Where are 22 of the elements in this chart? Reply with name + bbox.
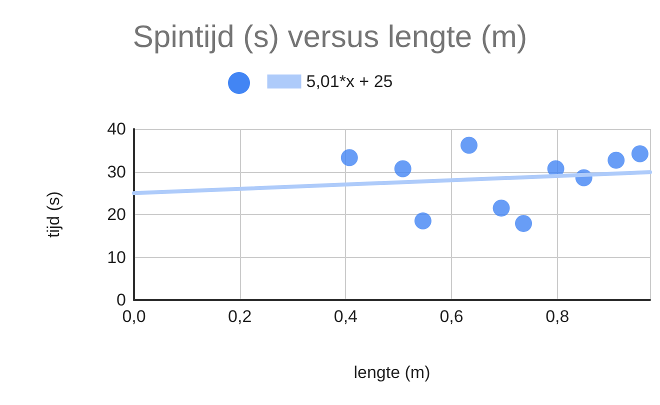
- x-tick-label: 0,8: [546, 307, 570, 326]
- point: [608, 152, 625, 169]
- x-tick-label: 0,0: [122, 307, 146, 326]
- x-tick-label: 0,6: [440, 307, 464, 326]
- y-tick-label: 20: [107, 205, 126, 224]
- x-tick-label: 0,4: [334, 307, 358, 326]
- y-tick-label: 0: [116, 290, 126, 310]
- chart-title: Spintijd (s) versus lengte (m): [132, 19, 528, 54]
- point: [394, 160, 412, 178]
- y-tick-label: 10: [107, 248, 126, 267]
- point: [340, 149, 358, 166]
- point: [515, 214, 532, 232]
- point: [492, 200, 510, 217]
- x-tick-label: 0,2: [228, 307, 252, 326]
- legend-label: 5,01*x + 25: [306, 72, 393, 91]
- y-tick-label: 40: [107, 120, 126, 138]
- point: [460, 136, 478, 154]
- x-axis-title: lengte (m): [354, 363, 430, 382]
- y-tick-label: 30: [107, 162, 126, 182]
- point: [414, 212, 432, 230]
- point: [631, 145, 648, 162]
- y-axis-title: tijd (s): [44, 191, 63, 238]
